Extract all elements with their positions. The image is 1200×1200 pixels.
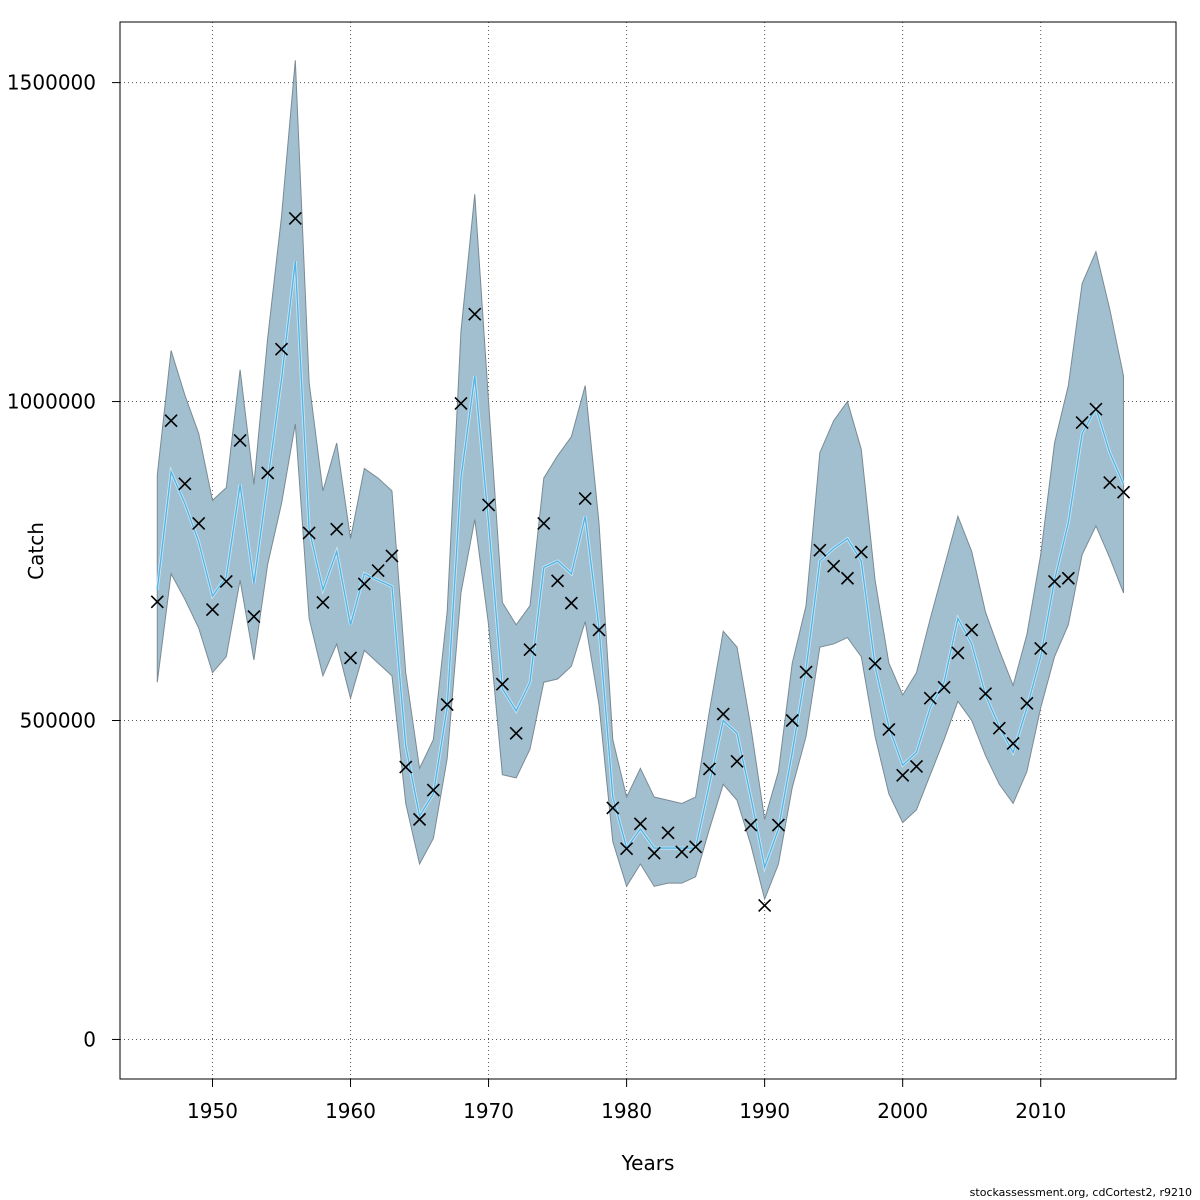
x-tick-label: 1970 bbox=[463, 1099, 514, 1123]
y-tick-label: 0 bbox=[83, 1027, 96, 1051]
observed-point bbox=[330, 522, 344, 536]
observed-point bbox=[316, 595, 330, 610]
observed-point bbox=[1075, 416, 1089, 430]
observed-point bbox=[233, 433, 247, 448]
observed-point bbox=[274, 342, 289, 356]
observed-point bbox=[923, 691, 937, 705]
observed-point bbox=[578, 491, 592, 506]
x-axis-title: Years bbox=[621, 1151, 675, 1175]
y-tick-label: 500000 bbox=[20, 709, 96, 733]
observed-point bbox=[495, 677, 509, 691]
observed-point bbox=[675, 845, 689, 859]
observed-point bbox=[343, 651, 358, 665]
observed-point bbox=[1020, 696, 1034, 710]
observed-point bbox=[744, 818, 758, 832]
observed-point bbox=[1089, 402, 1103, 416]
observed-point bbox=[868, 657, 882, 671]
observed-markers-layer bbox=[150, 211, 1131, 913]
observed-point bbox=[1034, 641, 1048, 655]
observed-point bbox=[247, 609, 261, 624]
observed-point bbox=[840, 571, 855, 585]
observed-point bbox=[882, 722, 896, 736]
observed-point bbox=[357, 577, 371, 591]
observed-point bbox=[412, 812, 427, 826]
observed-point bbox=[730, 754, 744, 768]
observed-point bbox=[854, 545, 868, 559]
x-tick-label: 1990 bbox=[739, 1099, 790, 1123]
observed-point bbox=[454, 396, 468, 411]
observed-point bbox=[909, 759, 924, 773]
observed-point bbox=[164, 414, 178, 428]
footer-credit: stockassessment.org, cdCortest2, r9210 bbox=[970, 1186, 1192, 1199]
observed-point bbox=[385, 549, 399, 563]
observed-point bbox=[965, 623, 979, 637]
observed-point bbox=[205, 602, 220, 617]
observed-point bbox=[896, 768, 910, 782]
observed-point bbox=[1006, 736, 1020, 751]
observed-point bbox=[661, 826, 675, 840]
observed-point bbox=[150, 595, 164, 609]
observed-point bbox=[288, 211, 302, 226]
observed-point bbox=[468, 307, 482, 321]
confidence-band-layer bbox=[156, 60, 1125, 901]
observed-point bbox=[771, 818, 786, 832]
x-tick-label: 1950 bbox=[187, 1099, 238, 1123]
observed-point bbox=[481, 498, 496, 512]
observed-point bbox=[371, 564, 385, 578]
observed-point bbox=[261, 466, 275, 480]
fitted-catch-line bbox=[156, 261, 1125, 870]
x-tick-label: 1960 bbox=[325, 1099, 376, 1123]
observed-point bbox=[689, 840, 703, 854]
observed-point bbox=[178, 477, 192, 491]
observed-point bbox=[978, 687, 993, 701]
observed-point bbox=[537, 516, 551, 530]
plot-frame bbox=[119, 21, 1177, 1080]
observed-point bbox=[937, 680, 951, 694]
observed-point bbox=[827, 559, 841, 573]
observed-point bbox=[426, 783, 440, 797]
observed-point bbox=[440, 697, 454, 712]
observed-point bbox=[509, 726, 523, 740]
y-axis-title: Catch bbox=[24, 522, 48, 580]
confidence-band bbox=[156, 60, 1125, 901]
observed-point bbox=[219, 574, 233, 589]
observed-point bbox=[192, 516, 206, 530]
observed-point bbox=[799, 665, 813, 679]
observed-point bbox=[620, 842, 634, 856]
observed-point bbox=[523, 643, 537, 657]
observed-point bbox=[1103, 475, 1117, 490]
observed-point bbox=[1061, 571, 1075, 585]
x-tick-label: 2000 bbox=[877, 1099, 928, 1123]
observed-point bbox=[813, 543, 827, 557]
observed-point bbox=[992, 721, 1006, 735]
y-axis: 0 500000 1000000 1500000 bbox=[7, 71, 120, 1051]
y-tick-label: 1000000 bbox=[7, 390, 96, 414]
observed-point bbox=[302, 526, 316, 540]
observed-point bbox=[702, 762, 716, 776]
observed-point bbox=[592, 623, 606, 637]
observed-point bbox=[399, 760, 413, 774]
observed-point bbox=[551, 574, 565, 588]
fitted-line-layer bbox=[155, 261, 1125, 873]
observed-point bbox=[647, 846, 661, 860]
observed-point bbox=[1116, 485, 1131, 499]
y-tick-label: 1500000 bbox=[7, 71, 96, 95]
observed-point bbox=[785, 713, 799, 728]
observed-point bbox=[564, 596, 578, 610]
observed-point bbox=[758, 898, 772, 913]
observed-point bbox=[716, 707, 730, 721]
x-tick-label: 2010 bbox=[1015, 1099, 1066, 1123]
x-axis: 1950 1960 1970 1980 1990 2000 2010 bbox=[187, 1079, 1066, 1123]
observed-point bbox=[633, 817, 647, 831]
x-tick-label: 1980 bbox=[601, 1099, 652, 1123]
observed-point bbox=[606, 801, 620, 815]
observed-point bbox=[1047, 574, 1062, 589]
observed-point bbox=[951, 646, 965, 660]
